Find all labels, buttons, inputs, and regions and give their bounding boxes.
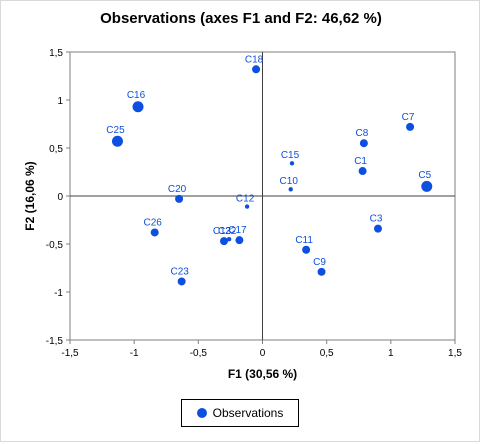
y-tick-label: 0,5 <box>49 144 63 155</box>
x-tick-label: 0 <box>260 348 266 359</box>
data-point-c22 <box>226 237 232 242</box>
data-point-c9 <box>317 267 326 276</box>
point-label-c25: C25 <box>106 125 125 136</box>
point-label-c16: C16 <box>127 90 146 101</box>
data-point-c3 <box>374 224 382 233</box>
data-point-c7 <box>406 122 415 131</box>
y-axis-title: F2 (16,06 %) <box>23 161 37 230</box>
data-point-c8 <box>359 139 368 148</box>
x-tick-label: -1,5 <box>61 348 79 359</box>
data-point-c18 <box>252 65 261 74</box>
data-point-c5 <box>421 180 433 192</box>
point-label-c23: C23 <box>170 266 189 277</box>
point-label-c7: C7 <box>402 112 415 123</box>
x-tick-label: 1,5 <box>448 348 462 359</box>
point-label-c26: C26 <box>144 217 163 228</box>
point-label-c9: C9 <box>313 257 326 268</box>
data-point-c1 <box>358 167 367 176</box>
data-point-c17 <box>235 236 244 245</box>
point-label-c22: C22 <box>218 226 237 237</box>
chart-title: Observations (axes F1 and F2: 46,62 %) <box>100 10 382 27</box>
point-label-c5: C5 <box>418 170 431 181</box>
data-point-c12 <box>244 204 250 209</box>
y-tick-label: -1 <box>54 288 63 299</box>
data-point-c26 <box>150 228 159 237</box>
legend-marker-icon <box>196 408 207 418</box>
data-point-c16 <box>132 101 144 113</box>
data-point-c13 <box>220 237 228 246</box>
legend-label: Observations <box>212 406 284 420</box>
y-tick-label: -1,5 <box>46 336 64 347</box>
x-tick-label: 0,5 <box>320 348 334 359</box>
point-label-c3: C3 <box>370 214 383 225</box>
y-tick-label: -0,5 <box>46 240 64 251</box>
point-label-c15: C15 <box>281 150 300 161</box>
point-label-c11: C11 <box>295 235 313 246</box>
data-point-c20 <box>175 194 184 203</box>
x-tick-label: -1 <box>130 348 139 359</box>
point-label-c13: C13 <box>213 226 232 237</box>
x-axis-title: F1 (30,56 %) <box>228 367 297 381</box>
data-point-c23 <box>177 277 186 286</box>
point-label-c20: C20 <box>168 184 187 195</box>
point-label-c1: C1 <box>354 156 367 167</box>
legend: Observations <box>181 399 299 427</box>
point-label-c12: C12 <box>236 193 255 204</box>
point-label-c17: C17 <box>228 225 247 236</box>
data-point-c10 <box>288 187 293 192</box>
data-point-c25 <box>111 135 123 147</box>
point-label-c8: C8 <box>355 128 368 139</box>
data-point-c15 <box>289 161 295 166</box>
point-label-c18: C18 <box>245 54 264 65</box>
x-tick-label: -0,5 <box>190 348 208 359</box>
point-label-c10: C10 <box>280 176 299 187</box>
y-tick-label: 1 <box>57 96 63 107</box>
x-tick-label: 1 <box>388 348 394 359</box>
y-tick-label: 0 <box>57 192 63 203</box>
data-point-c11 <box>302 245 311 254</box>
y-tick-label: 1,5 <box>49 48 63 59</box>
